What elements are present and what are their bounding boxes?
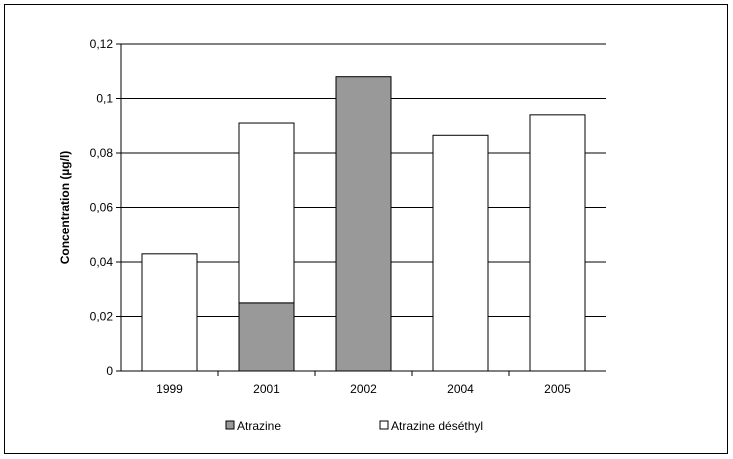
y-tick-labels: 0 0,02 0,04 0,06 0,08 0,1 0,12 — [90, 37, 114, 378]
y-tick-label: 0,04 — [90, 255, 114, 269]
bar-chart: 0 0,02 0,04 0,06 0,08 0,1 0,12 1999 2001 2002 200… — [58, 37, 606, 433]
y-tick-label: 0 — [106, 364, 113, 378]
x-tick-label: 2002 — [350, 382, 377, 396]
x-tick-label: 2004 — [447, 382, 474, 396]
y-axis-title: Concentration (µg/l) — [58, 151, 72, 265]
legend-swatch — [225, 420, 235, 430]
y-tick-label: 0,1 — [96, 92, 113, 106]
bar-2002-atrazine — [335, 76, 392, 372]
bars — [141, 76, 586, 372]
y-tick-label: 0,02 — [90, 310, 114, 324]
x-tick-label: 2001 — [253, 382, 280, 396]
y-tick-label: 0,06 — [90, 201, 114, 215]
bar-2005-atrazine-desethyl — [529, 114, 586, 372]
legend-swatch — [379, 420, 389, 430]
bar-2001-atrazine — [238, 302, 295, 372]
legend-label: Atrazine déséthyl — [391, 419, 483, 433]
x-tick-label: 2005 — [544, 382, 571, 396]
bar-1999-atrazine-desethyl — [141, 253, 198, 372]
x-tick-label: 1999 — [156, 382, 183, 396]
y-tick-label: 0,08 — [90, 146, 114, 160]
bar-2004-atrazine-desethyl — [432, 134, 489, 372]
chart-frame: 0 0,02 0,04 0,06 0,08 0,1 0,12 1999 2001 2002 200… — [4, 4, 728, 454]
axes — [116, 43, 606, 376]
legend: Atrazine Atrazine déséthyl — [225, 419, 483, 433]
legend-label: Atrazine — [237, 419, 281, 433]
y-tick-label: 0,12 — [90, 37, 114, 51]
bar-2001-atrazine-desethyl — [238, 122, 295, 304]
x-tick-labels: 1999 2001 2002 2004 2005 — [156, 382, 571, 396]
